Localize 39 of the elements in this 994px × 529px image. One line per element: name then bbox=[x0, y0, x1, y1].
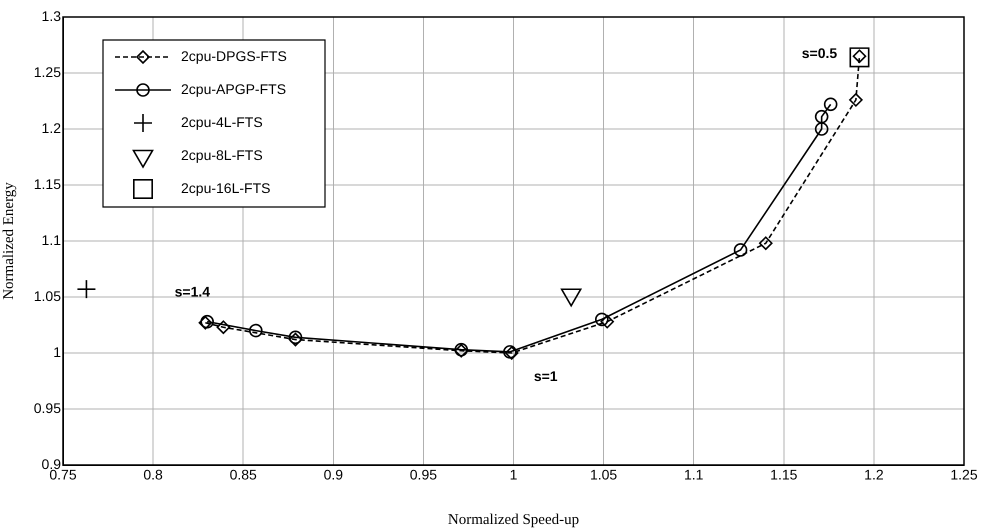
x-tick-label: 1.15 bbox=[770, 466, 798, 482]
annotation: s=1 bbox=[534, 368, 558, 384]
x-tick-label: 0.95 bbox=[410, 466, 438, 482]
legend-label: 2cpu-16L-FTS bbox=[181, 180, 270, 196]
point bbox=[814, 110, 828, 124]
legend-label: 2cpu-DPGS-FTS bbox=[181, 48, 287, 64]
x-tick-label: 1.1 bbox=[684, 466, 704, 482]
point bbox=[849, 47, 870, 68]
point bbox=[734, 243, 748, 257]
x-tick-label: 1.2 bbox=[864, 466, 884, 482]
point bbox=[216, 320, 230, 334]
y-tick-label: 1.2 bbox=[42, 120, 62, 136]
x-tick-label: 1.25 bbox=[950, 466, 978, 482]
point bbox=[814, 122, 828, 136]
y-tick-label: 0.95 bbox=[34, 400, 62, 416]
x-tick-label: 0.85 bbox=[230, 466, 258, 482]
x-tick-label: 1.05 bbox=[590, 466, 618, 482]
annotation: s=0.5 bbox=[802, 45, 838, 62]
x-tick-label: 0.9 bbox=[324, 466, 344, 482]
x-tick-label: 0.8 bbox=[143, 466, 164, 482]
point bbox=[595, 312, 609, 326]
y-tick-label: 1.1 bbox=[42, 232, 62, 248]
point bbox=[824, 98, 838, 112]
y-tick-label: 1 bbox=[53, 344, 62, 360]
y-axis-title: Normalized Energy bbox=[0, 182, 17, 300]
y-tick-label: 1.25 bbox=[34, 64, 62, 80]
y-tick-label: 1.05 bbox=[34, 288, 62, 304]
legend-label: 2cpu-APGP-FTS bbox=[181, 80, 286, 97]
y-tick-label: 1.15 bbox=[34, 176, 62, 192]
point bbox=[758, 236, 773, 250]
point bbox=[600, 314, 614, 328]
x-axis-title: Normalized Speed-up bbox=[448, 512, 580, 528]
annotation: s=1.4 bbox=[174, 284, 210, 300]
legend-label: 2cpu-4L-FTS bbox=[181, 114, 263, 130]
x-tick-label: 1 bbox=[510, 466, 518, 482]
y-tick-label: 1.3 bbox=[42, 8, 62, 24]
point bbox=[849, 93, 863, 107]
legend-label: 2cpu-8L-FTS bbox=[181, 146, 263, 163]
point bbox=[249, 324, 263, 338]
